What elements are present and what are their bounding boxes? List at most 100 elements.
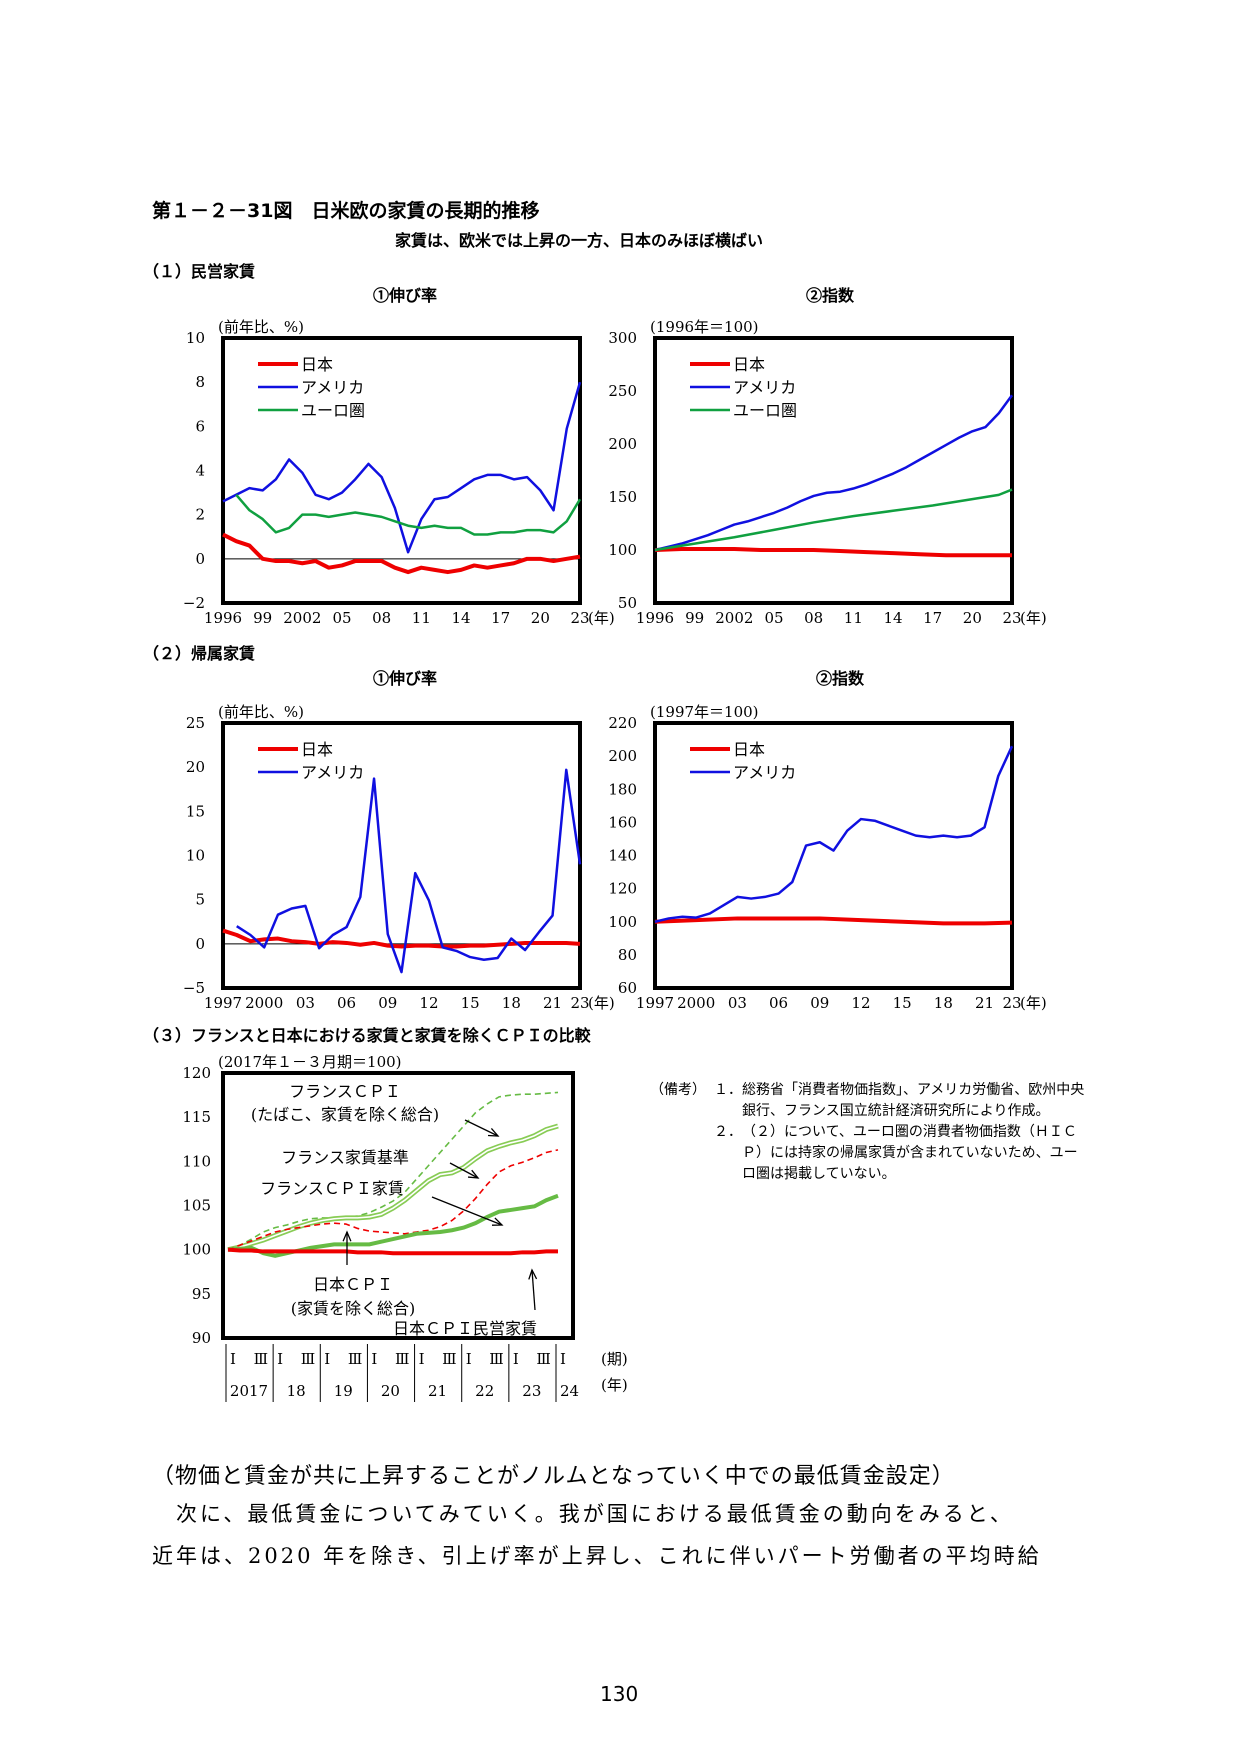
c5-year-label: 23	[522, 1382, 541, 1400]
c4-ytick-label: 140	[608, 847, 637, 865]
c5-year-label: 19	[334, 1382, 353, 1400]
c2-xtick-label: 05	[764, 609, 783, 627]
c5-period-label: Ⅰ	[277, 1350, 283, 1368]
section-3-title: （３）フランスと日本における家賃と家賃を除くＣＰＩの比較	[143, 1026, 591, 1045]
c5-annotation-5: (家賃を除く総合)	[291, 1299, 416, 1318]
c5-annotation-3: フランスＣＰＩ家賃	[260, 1179, 404, 1198]
c2-ytick-label: 50	[618, 594, 637, 612]
c4-xtick-label: 2000	[677, 994, 715, 1012]
c4-series-line-1	[654, 745, 1014, 923]
body-line-2: 近年は、2020 年を除き、引上げ率が上昇し、これに伴いパート労働者の平均時給	[152, 1544, 1042, 1568]
c5-year-label: 24	[560, 1382, 579, 1400]
c2-plot-frame	[653, 336, 1014, 605]
c5-annotation-2: フランス家賃基準	[281, 1148, 409, 1167]
c5-annotation-4: 日本ＣＰＩ	[313, 1275, 393, 1294]
c1-xtick-label: 11	[412, 609, 431, 627]
c3-xtick-label: 23	[570, 994, 589, 1012]
c3-legend-label: 日本	[301, 740, 333, 759]
c5-ytick-label: 90	[192, 1329, 211, 1347]
c5-year-unit: (年)	[601, 1376, 628, 1394]
c2-xtick-label: 08	[804, 609, 823, 627]
c5-year-label: 22	[475, 1382, 494, 1400]
c5-ytick-label: 120	[182, 1064, 211, 1082]
c5-arrowhead-4	[528, 1268, 538, 1280]
c1-title: ①伸び率	[373, 286, 437, 305]
c2-ytick-label: 200	[608, 435, 637, 453]
c2-ytick-label: 250	[608, 382, 637, 400]
c2-xtick-label: 23	[1002, 609, 1021, 627]
c4-xtick-label: 03	[728, 994, 747, 1012]
c4-ylabel: (1997年＝100)	[650, 703, 759, 721]
c4-ytick-label: 80	[618, 946, 637, 964]
c2-ytick-label: 100	[608, 541, 637, 559]
note-row-1: （備考） １． 総務省「消費者物価指数」、アメリカ労働省、欧州中央銀行、フランス…	[650, 1080, 1090, 1122]
c3-xtick-label: 09	[378, 994, 397, 1012]
c1-xtick-label: 99	[253, 609, 272, 627]
c4-series-line-0	[654, 916, 1013, 926]
c4-ytick-label: 120	[608, 880, 637, 898]
c1-ytick-label: 10	[186, 329, 205, 347]
c2-legend-label: アメリカ	[733, 378, 796, 397]
c3-xtick-label: 21	[543, 994, 562, 1012]
c4-x-unit: (年)	[1020, 994, 1047, 1012]
c3-xtick-label: 18	[502, 994, 521, 1012]
c2-series-line-0	[654, 546, 1012, 558]
c4-xtick-label: 23	[1002, 994, 1021, 1012]
c3-legend-label: アメリカ	[301, 763, 364, 782]
c1-ylabel: (前年比、%)	[218, 318, 304, 336]
c4-xtick-label: 06	[769, 994, 788, 1012]
c5-series-line-0	[227, 1091, 559, 1251]
c4-xtick-label: 12	[851, 994, 870, 1012]
c4-ytick-label: 160	[608, 813, 637, 831]
c5-period-label: Ⅰ	[560, 1350, 566, 1368]
c4-ytick-label: 100	[608, 913, 637, 931]
figure-title: 第１－２－31図 日米欧の家賃の長期的推移	[152, 200, 540, 222]
c1-xtick-label: 23	[570, 609, 589, 627]
section-1-title: （１）民営家賃	[143, 262, 256, 281]
section-2-title: （２）帰属家賃	[143, 644, 256, 663]
c5-arrow-4	[531, 1269, 536, 1311]
note-label: （備考）	[650, 1082, 706, 1098]
c5-annotation-1: (たばこ、家賃を除く総合)	[251, 1105, 439, 1124]
c5-year-label: 2017	[230, 1382, 268, 1400]
c4-legend-label: アメリカ	[733, 763, 796, 782]
c5-arrow-0	[464, 1119, 499, 1137]
c1-xtick-label: 05	[332, 609, 351, 627]
c1-xtick-label: 14	[451, 609, 470, 627]
c5-year-label: 18	[287, 1382, 306, 1400]
note-num-1: １．	[714, 1082, 742, 1098]
c5-period-label: Ⅲ	[536, 1350, 550, 1368]
c1-legend-label: 日本	[301, 355, 333, 374]
note-text-2: （２）について、ユーロ圏の消費者物価指数（ＨＩＣＰ）には持家の帰属家賃が含まれて…	[742, 1124, 1078, 1182]
c2-series-line-1	[654, 394, 1014, 552]
c1-xtick-label: 08	[372, 609, 391, 627]
c2-title: ②指数	[806, 286, 855, 305]
c1-x-unit: (年)	[588, 609, 615, 627]
c1-xtick-label: 20	[531, 609, 550, 627]
c4-plot-frame	[653, 721, 1014, 990]
c1-series-line-0	[222, 532, 581, 575]
c5-period-label: Ⅰ	[419, 1350, 425, 1368]
c3-xtick-label: 2000	[245, 994, 283, 1012]
figure-subtitle: 家賃は、欧米では上昇の一方、日本のみほぼ横ばい	[395, 231, 764, 250]
c4-xtick-label: 1997	[636, 994, 674, 1012]
c4-xtick-label: 09	[810, 994, 829, 1012]
c3-series-line-0	[222, 928, 581, 949]
c3-xtick-label: 15	[461, 994, 480, 1012]
c1-ytick-label: 8	[195, 373, 205, 391]
c5-ytick-label: 100	[182, 1241, 211, 1259]
c5-period-label: Ⅲ	[254, 1350, 268, 1368]
c4-ytick-label: 200	[608, 747, 637, 765]
c2-xtick-label: 1996	[636, 609, 674, 627]
c3-title: ①伸び率	[373, 669, 437, 688]
c5-ytick-label: 95	[192, 1285, 211, 1303]
c2-ytick-label: 300	[608, 329, 637, 347]
c1-legend-label: ユーロ圏	[301, 401, 365, 420]
body-line-1: 次に、最低賃金についてみていく。我が国における最低賃金の動向をみると、	[152, 1502, 1014, 1526]
c5-period-label: Ⅲ	[442, 1350, 456, 1368]
c2-xtick-label: 2002	[715, 609, 753, 627]
c5-series-line-2	[227, 1149, 559, 1251]
c5-arrow-1	[449, 1162, 479, 1179]
body-heading: （物価と賃金が共に上昇することがノルムとなっていく中での最低賃金設定）	[152, 1464, 955, 1489]
c3-ytick-label: 20	[186, 758, 205, 776]
